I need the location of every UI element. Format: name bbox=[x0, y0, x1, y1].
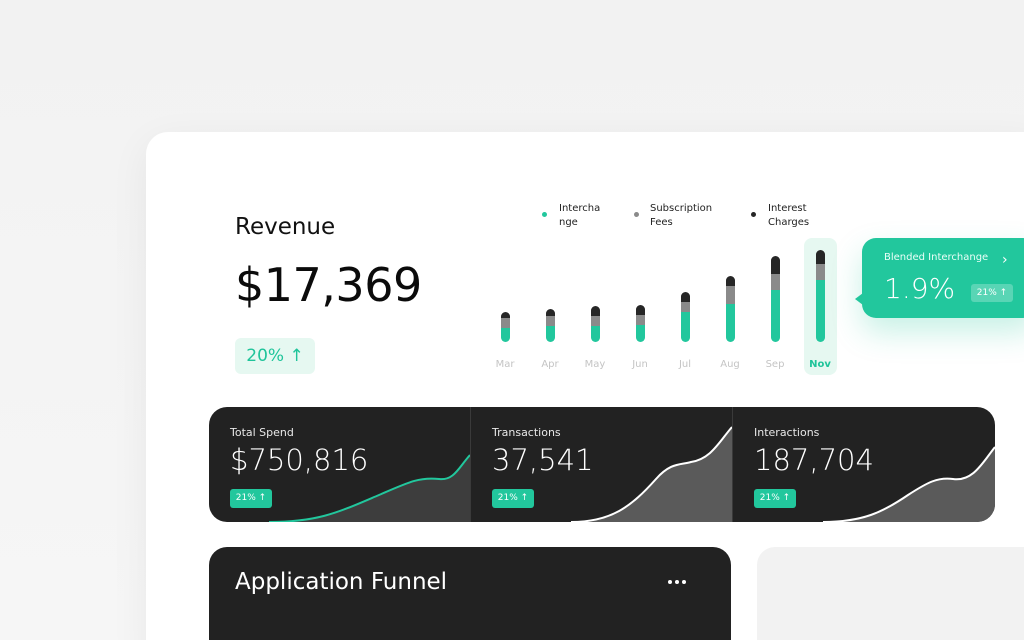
stat-label: Transactions bbox=[492, 426, 561, 439]
legend-label: Subscription bbox=[650, 203, 713, 214]
month-label: Nov bbox=[809, 359, 831, 370]
interactions-sparkline bbox=[822, 446, 995, 522]
bar-jun[interactable] bbox=[635, 305, 645, 342]
bar-nov[interactable] bbox=[815, 250, 825, 342]
legend-dot-interchange bbox=[542, 212, 547, 217]
bar-segment bbox=[500, 328, 510, 342]
bar-segment bbox=[590, 316, 600, 326]
bar-segment bbox=[725, 304, 735, 342]
tooltip-pointer bbox=[855, 293, 863, 305]
bar-segment bbox=[545, 326, 555, 342]
blended-interchange-tooltip[interactable] bbox=[862, 238, 1024, 318]
bar-segment bbox=[680, 292, 690, 302]
month-label: Jul bbox=[678, 359, 692, 370]
bar-segment bbox=[635, 325, 645, 342]
stat-value: 187,704 bbox=[754, 443, 874, 477]
revenue-value: $17,369 bbox=[235, 258, 422, 312]
month-label: May bbox=[584, 359, 606, 370]
month-label: Jun bbox=[632, 359, 648, 370]
stat-change-badge: 21% ↑ bbox=[754, 489, 796, 508]
stat-total-spend[interactable]: Total Spend $750,816 21% ↑ bbox=[209, 407, 470, 522]
stats-bar: Total Spend $750,816 21% ↑ Transactions … bbox=[209, 407, 995, 522]
legend-item-interchange[interactable]: Intercha nge bbox=[559, 202, 600, 230]
chevron-right-icon[interactable]: › bbox=[1002, 252, 1008, 268]
stat-value: 37,541 bbox=[492, 443, 594, 477]
stat-value: $750,816 bbox=[230, 443, 369, 477]
bar-mar[interactable] bbox=[500, 312, 510, 342]
legend-label: Intercha bbox=[559, 203, 601, 214]
bar-segment bbox=[725, 286, 735, 304]
bar-segment bbox=[590, 326, 600, 342]
bar-segment bbox=[500, 318, 510, 328]
month-label: Apr bbox=[541, 359, 559, 370]
bar-segment bbox=[680, 302, 690, 312]
legend-label: nge bbox=[559, 217, 578, 228]
legend-label: Interest bbox=[768, 203, 807, 214]
bar-segment bbox=[770, 290, 780, 342]
tooltip-value: 1.9% bbox=[884, 272, 956, 305]
month-label: Aug bbox=[720, 359, 740, 370]
tooltip-title: Blended Interchange bbox=[884, 252, 989, 263]
stat-divider bbox=[732, 407, 733, 522]
month-label: Sep bbox=[765, 359, 785, 370]
bar-segment bbox=[590, 306, 600, 316]
bar-sep[interactable] bbox=[770, 256, 780, 342]
legend-label: Charges bbox=[768, 217, 810, 228]
bar-segment bbox=[635, 315, 645, 325]
application-funnel-title: Application Funnel bbox=[235, 569, 448, 595]
bar-segment bbox=[815, 264, 825, 280]
bar-segment bbox=[500, 312, 510, 318]
legend-label: Fees bbox=[650, 217, 673, 228]
revenue-title: Revenue bbox=[235, 214, 336, 240]
bar-segment bbox=[545, 309, 555, 316]
bar-apr[interactable] bbox=[545, 309, 555, 342]
revenue-change-badge: 20% ↑ bbox=[235, 338, 315, 374]
transactions-sparkline bbox=[570, 426, 732, 522]
stat-label: Total Spend bbox=[230, 426, 294, 439]
bar-segment bbox=[725, 276, 735, 286]
stat-interactions[interactable]: Interactions 187,704 21% ↑ bbox=[733, 407, 995, 522]
bar-may[interactable] bbox=[590, 306, 600, 342]
bar-segment bbox=[770, 256, 780, 274]
bar-aug[interactable] bbox=[725, 276, 735, 342]
bar-segment bbox=[545, 316, 555, 326]
secondary-card bbox=[757, 547, 1024, 640]
legend-item-interest-charges[interactable]: Interest Charges bbox=[768, 202, 809, 230]
legend-dot-subscription bbox=[634, 212, 639, 217]
bar-segment bbox=[770, 274, 780, 290]
bar-segment bbox=[635, 305, 645, 315]
application-funnel-card bbox=[209, 547, 731, 640]
bar-jul[interactable] bbox=[680, 292, 690, 342]
stat-label: Interactions bbox=[754, 426, 820, 439]
bar-segment bbox=[815, 250, 825, 264]
stat-change-badge: 21% ↑ bbox=[492, 489, 534, 508]
legend-item-subscription-fees[interactable]: Subscription Fees bbox=[650, 202, 712, 230]
tooltip-change-badge: 21% ↑ bbox=[971, 284, 1013, 302]
more-horizontal-icon[interactable] bbox=[662, 572, 692, 592]
stat-transactions[interactable]: Transactions 37,541 21% ↑ bbox=[471, 407, 732, 522]
stat-change-badge: 21% ↑ bbox=[230, 489, 272, 508]
stat-divider bbox=[470, 407, 471, 522]
legend-dot-interest bbox=[751, 212, 756, 217]
total-spend-sparkline bbox=[268, 454, 470, 522]
month-label: Mar bbox=[495, 359, 515, 370]
bar-segment bbox=[815, 280, 825, 342]
bar-segment bbox=[680, 312, 690, 342]
